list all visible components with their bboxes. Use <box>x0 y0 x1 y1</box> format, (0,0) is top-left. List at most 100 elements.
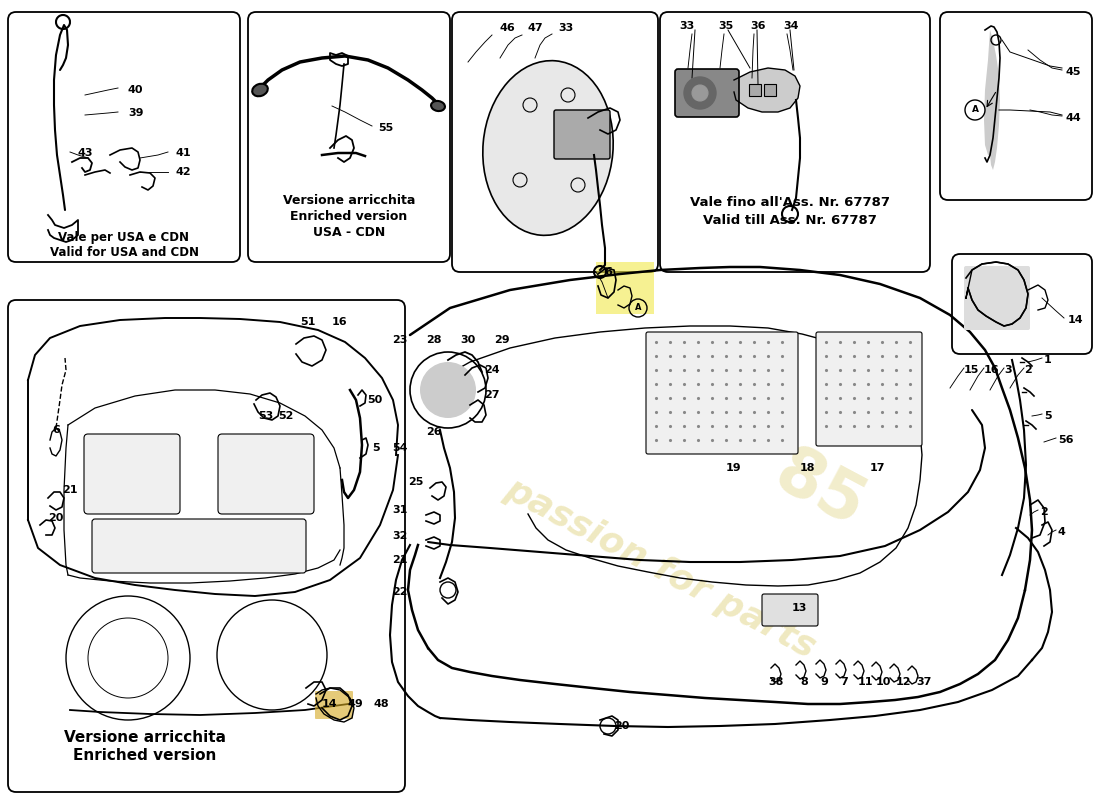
Text: 55: 55 <box>378 123 394 133</box>
Text: 17: 17 <box>870 463 886 473</box>
Text: Valid for USA and CDN: Valid for USA and CDN <box>50 246 198 258</box>
Text: 24: 24 <box>484 365 499 375</box>
Bar <box>596 262 654 314</box>
Text: 54: 54 <box>392 443 407 453</box>
Text: 47: 47 <box>528 23 543 33</box>
FancyBboxPatch shape <box>452 12 658 272</box>
Text: 7: 7 <box>840 677 848 687</box>
Text: 16: 16 <box>984 365 1000 375</box>
Text: 23: 23 <box>392 335 407 345</box>
FancyBboxPatch shape <box>8 12 240 262</box>
Text: 27: 27 <box>484 390 499 400</box>
Text: 6: 6 <box>52 425 59 435</box>
Text: 42: 42 <box>175 167 190 177</box>
Text: 11: 11 <box>858 677 873 687</box>
Text: 6: 6 <box>604 267 612 277</box>
Text: 22: 22 <box>392 587 407 597</box>
Text: 40: 40 <box>128 85 143 95</box>
FancyBboxPatch shape <box>660 12 930 272</box>
Text: 35: 35 <box>718 21 734 31</box>
FancyBboxPatch shape <box>84 434 180 514</box>
Text: 34: 34 <box>783 21 799 31</box>
Text: Enriched version: Enriched version <box>290 210 408 222</box>
Text: 52: 52 <box>278 411 294 421</box>
FancyBboxPatch shape <box>8 300 405 792</box>
Text: 46: 46 <box>500 23 516 33</box>
Ellipse shape <box>252 84 267 96</box>
Text: 21: 21 <box>392 555 407 565</box>
FancyBboxPatch shape <box>92 519 306 573</box>
Text: Vale fino all'Ass. Nr. 67787: Vale fino all'Ass. Nr. 67787 <box>690 195 890 209</box>
Text: Versione arricchita: Versione arricchita <box>283 194 415 206</box>
Bar <box>749 84 761 96</box>
Text: Enriched version: Enriched version <box>74 749 217 763</box>
Text: USA - CDN: USA - CDN <box>312 226 385 238</box>
Text: 3: 3 <box>1004 365 1012 375</box>
Text: 51: 51 <box>300 317 316 327</box>
Text: 14: 14 <box>1068 315 1084 325</box>
FancyBboxPatch shape <box>675 69 739 117</box>
Text: 33: 33 <box>558 23 573 33</box>
Text: 19: 19 <box>726 463 741 473</box>
Text: 18: 18 <box>800 463 815 473</box>
Text: passion for parts: passion for parts <box>499 471 821 665</box>
Polygon shape <box>984 30 1000 170</box>
Text: 15: 15 <box>964 365 979 375</box>
Text: 41: 41 <box>175 148 190 158</box>
Text: Valid till Ass. Nr. 67787: Valid till Ass. Nr. 67787 <box>703 214 877 226</box>
FancyBboxPatch shape <box>315 691 353 719</box>
Circle shape <box>684 77 716 109</box>
Text: 10: 10 <box>876 677 891 687</box>
FancyBboxPatch shape <box>762 594 818 626</box>
Text: 48: 48 <box>374 699 389 709</box>
Text: 13: 13 <box>792 603 807 613</box>
Text: 20: 20 <box>48 513 64 523</box>
Circle shape <box>692 85 708 101</box>
Text: 14: 14 <box>322 699 338 709</box>
Text: 29: 29 <box>494 335 509 345</box>
Text: 12: 12 <box>896 677 912 687</box>
Text: 4: 4 <box>1058 527 1066 537</box>
Ellipse shape <box>483 61 613 235</box>
Text: A: A <box>971 106 979 114</box>
Text: 26: 26 <box>426 427 441 437</box>
Text: 5: 5 <box>1044 411 1052 421</box>
Circle shape <box>420 362 476 418</box>
Text: Versione arricchita: Versione arricchita <box>64 730 226 746</box>
Text: 33: 33 <box>679 21 694 31</box>
Text: 39: 39 <box>128 108 143 118</box>
Text: 43: 43 <box>77 148 92 158</box>
Text: 30: 30 <box>460 335 475 345</box>
Text: Vale per USA e CDN: Vale per USA e CDN <box>58 231 189 245</box>
Text: 56: 56 <box>1058 435 1074 445</box>
Text: 85: 85 <box>763 439 877 541</box>
Text: 20: 20 <box>614 721 629 731</box>
Text: 16: 16 <box>332 317 348 327</box>
Text: A: A <box>635 303 641 313</box>
Text: 9: 9 <box>820 677 828 687</box>
FancyBboxPatch shape <box>952 254 1092 354</box>
Text: 25: 25 <box>408 477 424 487</box>
FancyBboxPatch shape <box>964 266 1030 330</box>
Text: 1: 1 <box>1044 355 1052 365</box>
Text: 2: 2 <box>1040 507 1047 517</box>
Text: 36: 36 <box>750 21 766 31</box>
FancyBboxPatch shape <box>646 332 798 454</box>
FancyBboxPatch shape <box>940 12 1092 200</box>
Text: 50: 50 <box>367 395 383 405</box>
Text: 32: 32 <box>392 531 407 541</box>
Text: 2: 2 <box>1024 365 1032 375</box>
Text: 38: 38 <box>768 677 783 687</box>
FancyBboxPatch shape <box>554 110 610 159</box>
Text: 53: 53 <box>258 411 273 421</box>
Polygon shape <box>734 68 800 112</box>
Ellipse shape <box>431 101 444 111</box>
FancyBboxPatch shape <box>816 332 922 446</box>
Text: 8: 8 <box>800 677 807 687</box>
Text: 21: 21 <box>62 485 77 495</box>
Text: 31: 31 <box>392 505 407 515</box>
FancyBboxPatch shape <box>248 12 450 262</box>
FancyBboxPatch shape <box>218 434 314 514</box>
Bar <box>764 84 776 96</box>
Text: 37: 37 <box>916 677 932 687</box>
